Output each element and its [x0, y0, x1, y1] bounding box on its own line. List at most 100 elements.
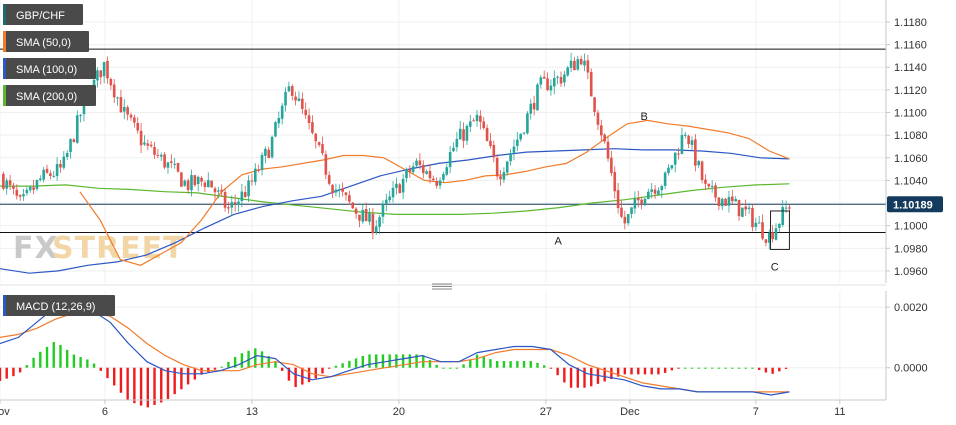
macd-histogram-bar-positive	[455, 367, 459, 369]
price-legend: GBP/CHF SMA (50,0) SMA (100,0) SMA (200,0)	[3, 4, 96, 106]
candle-body-up	[25, 189, 29, 194]
candle-body-down	[603, 134, 606, 142]
candle-body-up	[116, 97, 119, 99]
macd-histogram-bar-negative	[294, 367, 297, 388]
macd-histogram-bar-positive	[368, 354, 371, 368]
macd-histogram-bar-positive	[475, 354, 479, 368]
candle-body-up	[650, 189, 653, 192]
candle-body-down	[364, 208, 368, 222]
candle-body-up	[297, 98, 301, 102]
panel-splitter[interactable]	[0, 283, 886, 290]
macd-histogram-bar-negative	[166, 367, 170, 400]
macd-histogram-bar-positive	[428, 360, 432, 368]
time-axis-ticks: Nov 6 13 20 27 Dec 7 11	[0, 400, 846, 418]
price-tick-label: 1.1120	[894, 85, 927, 97]
candle-body-down	[677, 153, 680, 155]
candle-body-up	[754, 222, 758, 227]
candle-body-down	[186, 180, 190, 191]
candle-body-up	[39, 178, 42, 180]
macd-histogram-bar-positive	[529, 361, 532, 368]
sma-100-line	[0, 148, 790, 274]
sma-lines	[0, 119, 790, 274]
macd-histogram-bar-negative	[549, 367, 553, 369]
candle-body-down	[408, 169, 412, 172]
macd-histogram-bar-negative	[603, 367, 606, 382]
candle-body-down	[223, 192, 227, 208]
macd-histogram-bar-positive	[52, 342, 55, 368]
legend-item-color	[3, 31, 6, 52]
candle-body-down	[744, 206, 748, 210]
candle-body-down	[250, 180, 254, 182]
macd-line	[0, 306, 790, 396]
candle-body-up	[734, 199, 737, 202]
candle-body-down	[314, 133, 318, 142]
candle-body-down	[99, 70, 103, 78]
candle-body-up	[519, 133, 522, 140]
candle-body-up	[287, 86, 291, 92]
candle-body-up	[741, 207, 744, 217]
candle-body-down	[640, 199, 643, 204]
candle-body-up	[385, 199, 388, 204]
time-tick-label: 20	[393, 406, 405, 418]
candle-body-up	[710, 185, 714, 187]
macd-histogram-bar-positive	[542, 365, 546, 368]
candle-body-down	[170, 161, 173, 163]
time-tick-label: 27	[540, 406, 552, 418]
candle-body-up	[35, 180, 39, 189]
candle-body-down	[707, 183, 711, 187]
candle-body-up	[536, 84, 539, 111]
macd-histogram-bar-negative	[657, 367, 660, 375]
macd-histogram-bar-negative	[18, 367, 22, 373]
candle-body-up	[690, 140, 694, 145]
macd-histogram-bar-positive	[502, 361, 506, 368]
candle-body-up	[455, 138, 459, 148]
macd-histogram-bar-positive	[254, 348, 257, 368]
candle-body-up	[438, 180, 442, 186]
macd-histogram-bar-negative	[757, 367, 761, 371]
macd-histogram-bar-negative	[563, 367, 566, 383]
macd-histogram-bar-negative	[119, 367, 123, 393]
candle-body-down	[620, 207, 623, 217]
macd-panel: 0.0020 0.0000 MACD (12,26,9)	[0, 291, 928, 408]
candle-body-down	[351, 202, 355, 209]
price-axis-ticks: 1.1180 1.1160 1.1140 1.1120 1.1100 1.1080 1.10…	[886, 17, 928, 278]
candle-body-down	[220, 189, 224, 192]
candle-body-down	[751, 207, 754, 228]
candle-body-up	[237, 201, 240, 205]
candle-body-down	[45, 168, 49, 173]
time-tick-label: Nov	[0, 406, 10, 418]
candle-body-up	[82, 98, 86, 115]
candle-body-down	[290, 86, 294, 96]
candle-body-up	[673, 152, 677, 165]
candle-body-down	[700, 161, 704, 180]
annotation-a: A	[554, 235, 562, 247]
candle-body-down	[589, 72, 593, 97]
candle-body-up	[79, 115, 82, 117]
candle-body-up	[569, 60, 573, 68]
macd-histogram-bar-negative	[173, 367, 176, 395]
candle-body-down	[149, 144, 153, 147]
legend-item-background	[3, 31, 89, 52]
candle-body-up	[247, 180, 250, 197]
candle-body-down	[358, 214, 361, 221]
macd-histogram-bar-positive	[39, 351, 42, 368]
macd-histogram-bar-negative	[139, 367, 143, 406]
candle-body-up	[633, 198, 637, 209]
legend-item-background	[3, 58, 96, 79]
macd-histogram-bar-positive	[448, 367, 452, 369]
candle-body-down	[146, 143, 150, 146]
macd-histogram-bar-positive	[684, 367, 687, 369]
candle-body-up	[159, 154, 163, 157]
candle-body-up	[647, 191, 650, 200]
candle-body-up	[475, 114, 479, 122]
price-tick-label: 1.0980	[894, 243, 928, 255]
price-tick-label: 1.0960	[894, 266, 928, 278]
macd-histogram-bar-negative	[5, 367, 8, 379]
candle-body-up	[757, 222, 761, 224]
time-tick-label: 11	[834, 406, 845, 418]
candle-body-up	[563, 74, 566, 83]
candle-body-up	[526, 113, 529, 134]
time-tick-label: 7	[753, 406, 759, 418]
candle-body-down	[764, 239, 768, 243]
candle-body-down	[435, 181, 439, 186]
